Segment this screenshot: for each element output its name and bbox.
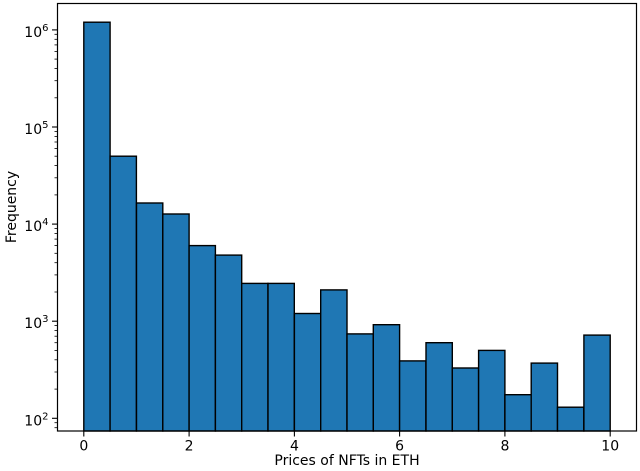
histogram-bar[interactable] [188,244,217,432]
histogram-bar[interactable] [83,21,111,432]
y-axis-label: Frequency [4,171,20,243]
x-tick-label: 2 [185,439,194,455]
y-tick-label: 106 [24,23,48,41]
x-tick-label: 8 [500,439,509,455]
histogram-bar[interactable] [135,202,164,432]
histogram-bar[interactable] [451,367,480,432]
histogram-bar[interactable] [530,362,559,432]
histogram-bar[interactable] [556,406,585,432]
histogram-bar[interactable] [583,334,611,432]
histogram-bar[interactable] [398,360,427,432]
histogram-bar[interactable] [267,282,295,432]
histogram-bar[interactable] [504,394,532,432]
axes-group: 102 103 104 105 106 0 2 4 6 8 10 [24,2,638,455]
histogram-bar[interactable] [293,312,322,432]
histogram-bar[interactable] [109,155,138,432]
histogram-bar[interactable] [162,213,190,432]
histogram-bar[interactable] [372,324,401,432]
y-tick-label: 104 [24,217,48,235]
plot-frame [56,2,638,432]
histogram-bar[interactable] [346,333,374,432]
histogram-bar[interactable] [240,282,269,432]
x-tick-label: 0 [79,439,88,455]
x-tick-label: 6 [395,439,404,455]
x-axis-label: Prices of NFTs in ETH [274,453,419,469]
histogram-bar[interactable] [320,289,348,432]
x-tick-label: 10 [601,439,619,455]
y-tick-label: 105 [24,120,48,138]
bars-group [83,21,611,432]
y-tick-label: 103 [24,314,48,332]
x-tick-label: 4 [290,439,299,455]
histogram-bar[interactable] [425,342,453,432]
y-tick-label: 102 [24,411,48,429]
histogram-bar[interactable] [477,349,506,432]
histogram-bar[interactable] [214,254,243,432]
